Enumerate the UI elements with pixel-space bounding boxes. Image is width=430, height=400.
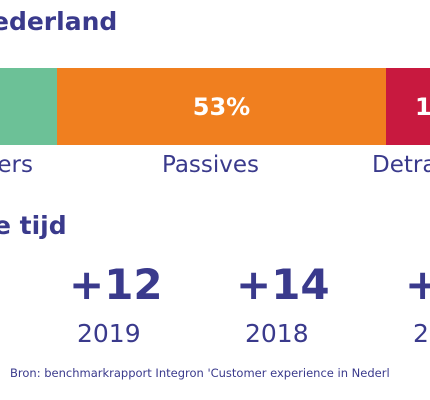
- bar-segment-detractors: 1: [386, 68, 430, 145]
- stacked-bar: 53% 1: [0, 68, 430, 145]
- bar-segment-passives: 53%: [57, 68, 386, 145]
- score-2019: +12: [69, 260, 163, 309]
- score-2018: +14: [236, 260, 330, 309]
- year-label-2018: 2018: [245, 319, 309, 348]
- data-label-passives: 53%: [192, 92, 251, 121]
- year-label-2019: 2019: [77, 319, 141, 348]
- chart-title: ederland: [0, 7, 118, 36]
- bar-segment-promoters: [0, 68, 57, 145]
- category-label-detractors: Detra: [372, 152, 430, 178]
- category-label-passives: Passives: [162, 152, 260, 178]
- year-label-2017: 2: [413, 319, 429, 348]
- section-subtitle: e tijd: [0, 211, 67, 240]
- data-label-detractors: 1: [415, 92, 430, 121]
- category-label-promoters: ers: [0, 152, 33, 178]
- score-2017: +: [405, 260, 430, 309]
- source-note: Bron: benchmarkrapport Integron 'Custome…: [10, 366, 390, 380]
